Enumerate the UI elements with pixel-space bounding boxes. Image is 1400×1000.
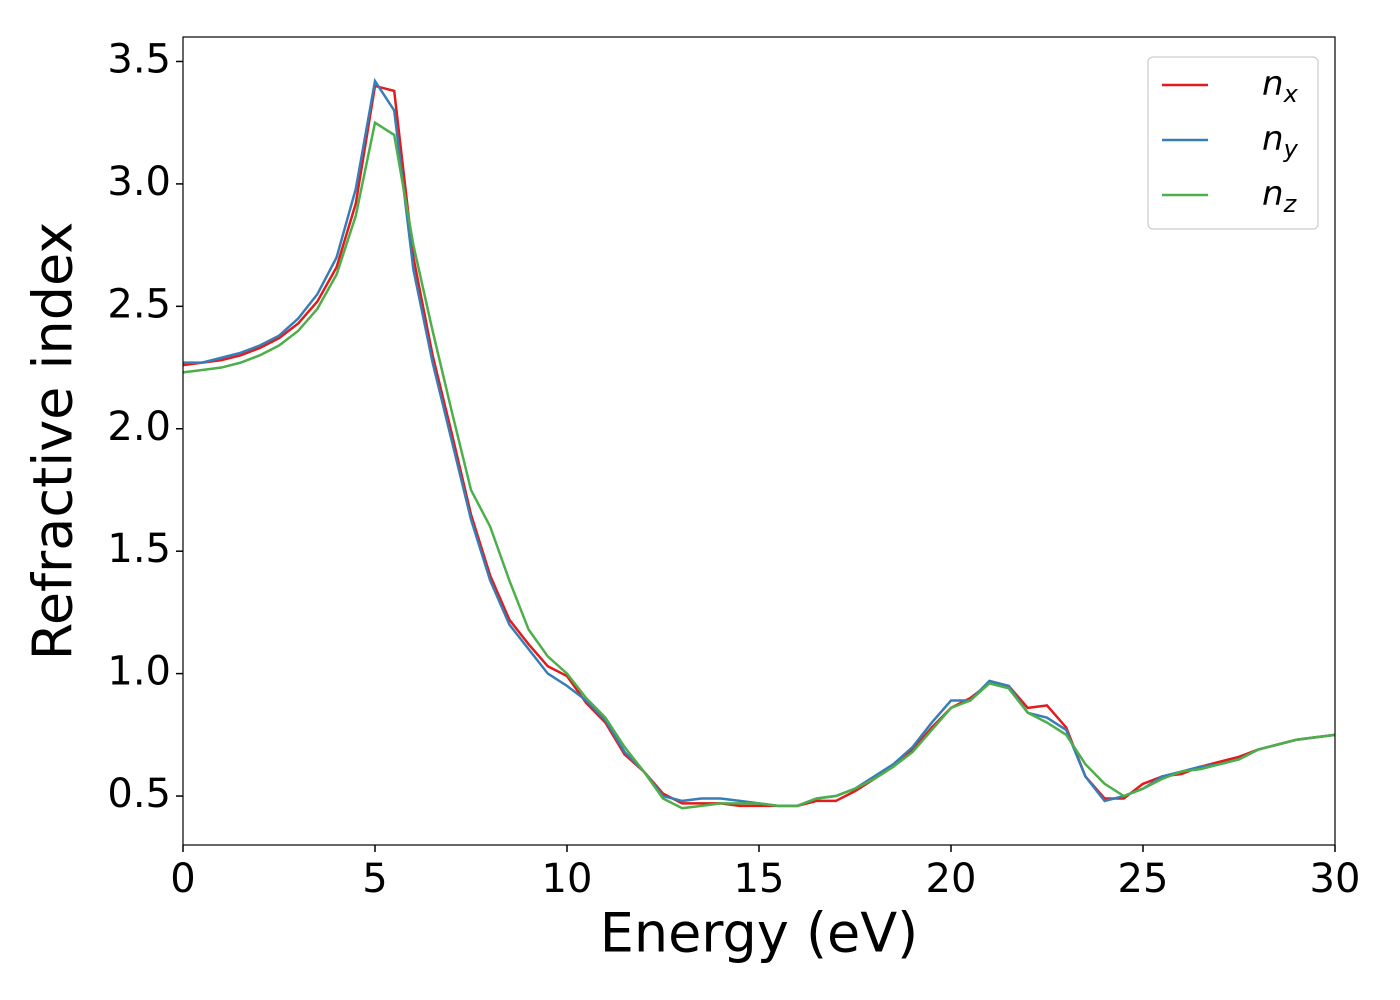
x-tick-label: 30 (1310, 856, 1361, 902)
legend-subscript: y (1283, 135, 1299, 163)
legend-label: ny (1262, 119, 1299, 164)
legend-box (1147, 56, 1319, 230)
x-tick-label: 0 (170, 856, 195, 902)
legend-name: n (1262, 174, 1284, 214)
x-tick-label: 10 (542, 856, 593, 902)
y-tick-label: 2.0 (107, 404, 171, 450)
legend-name: n (1262, 119, 1284, 159)
x-tick-label: 25 (1118, 856, 1169, 902)
y-tick-label: 3.0 (107, 159, 171, 205)
legend-label: nz (1262, 174, 1298, 219)
x-axis-label: Energy (eV) (600, 902, 919, 965)
legend-name: n (1262, 64, 1284, 104)
x-tick-label: 20 (926, 856, 977, 902)
y-tick-label: 0.5 (107, 771, 171, 817)
plot-frame (182, 36, 1336, 846)
x-tick-label: 15 (734, 856, 785, 902)
y-tick-label: 1.0 (107, 649, 171, 695)
y-tick-label: 2.5 (107, 281, 171, 327)
legend-subscript: z (1283, 190, 1298, 218)
series-line (183, 120, 1335, 810)
x-tick-label: 5 (362, 856, 387, 902)
y-tick-label: 3.5 (107, 36, 171, 82)
legend-subscript: x (1283, 80, 1299, 108)
y-axis-label: Refractive index (22, 222, 85, 661)
y-tick-label: 1.5 (107, 526, 171, 572)
legend-label: nx (1262, 64, 1299, 109)
